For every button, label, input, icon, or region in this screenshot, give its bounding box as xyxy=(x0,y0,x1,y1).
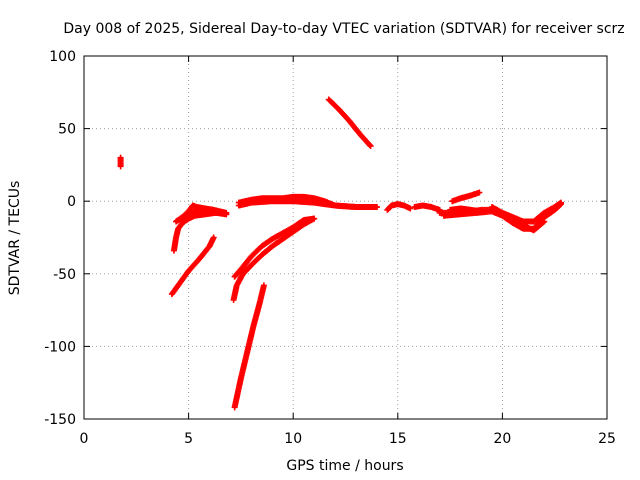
axis-ticks: 0 5 10 15 20 25 -150 -100 -50 0 50 100 xyxy=(44,49,616,447)
x-tick-label: 25 xyxy=(598,431,616,447)
data-point xyxy=(210,234,217,241)
x-axis-label: GPS time / hours xyxy=(286,458,403,474)
data-point xyxy=(366,141,373,148)
y-tick-label: 0 xyxy=(67,194,76,210)
data-point xyxy=(556,202,563,209)
x-tick-label: 5 xyxy=(184,431,193,447)
x-tick-label: 20 xyxy=(493,431,511,447)
data-point xyxy=(557,201,564,208)
x-tick-label: 0 xyxy=(80,431,89,447)
chart-title: Day 008 of 2025, Sidereal Day-to-day VTE… xyxy=(63,21,624,37)
y-tick-label: 50 xyxy=(58,122,76,138)
data-point xyxy=(373,204,380,211)
data-point xyxy=(311,215,318,222)
data-point xyxy=(478,208,485,215)
grid-lines xyxy=(84,56,607,419)
data-point xyxy=(260,282,267,289)
x-tick-label: 10 xyxy=(284,431,302,447)
data-point xyxy=(407,205,414,212)
y-tick-label: -150 xyxy=(44,412,76,428)
y-tick-label: 100 xyxy=(49,49,76,65)
data-point xyxy=(541,218,548,225)
data-point xyxy=(540,219,547,226)
x-tick-label: 15 xyxy=(389,431,407,447)
plot-frame xyxy=(83,55,608,420)
y-tick-label: -100 xyxy=(44,339,76,355)
data-point xyxy=(223,211,230,218)
data-point xyxy=(367,143,374,150)
data-point xyxy=(117,163,124,170)
data-markers xyxy=(117,96,564,411)
y-tick-label: -50 xyxy=(53,267,76,283)
y-axis-label: SDTVAR / TECUs xyxy=(7,181,23,296)
data-point xyxy=(476,189,483,196)
